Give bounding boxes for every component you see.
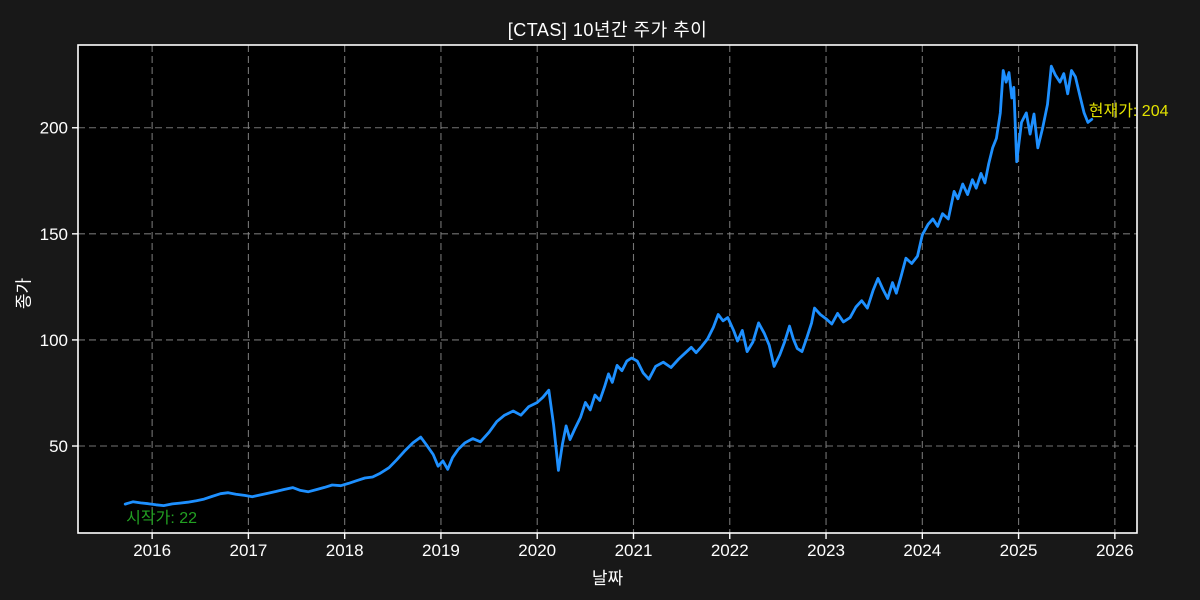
start-price-annotation: 시작가: 22 bbox=[126, 510, 198, 528]
x-tick-label: 2025 bbox=[1000, 541, 1038, 560]
price-line bbox=[123, 64, 1094, 508]
x-tick-label: 2016 bbox=[133, 541, 171, 560]
y-axis-label: 종가 bbox=[14, 277, 34, 310]
x-tick-label: 2023 bbox=[807, 541, 845, 560]
x-tick-label: 2024 bbox=[903, 541, 941, 560]
chart-title: [CTAS] 10년간 주가 추이 bbox=[507, 20, 708, 40]
axes-border bbox=[77, 44, 1138, 534]
y-tick-label: 200 bbox=[40, 119, 68, 138]
y-tick-label: 50 bbox=[49, 437, 68, 456]
x-tick-label: 2017 bbox=[229, 541, 267, 560]
y-tick-label: 150 bbox=[40, 225, 68, 244]
plot-background bbox=[78, 45, 1137, 533]
x-tick-label: 2019 bbox=[422, 541, 460, 560]
x-tick-label: 2021 bbox=[615, 541, 653, 560]
x-tick-label: 2018 bbox=[326, 541, 364, 560]
current-price-annotation: 현재가: 204 bbox=[1088, 103, 1169, 121]
x-tick-label: 2026 bbox=[1096, 541, 1134, 560]
y-tick-label: 100 bbox=[40, 331, 68, 350]
x-tick-label: 2020 bbox=[518, 541, 556, 560]
x-axis-label: 날짜 bbox=[591, 569, 624, 588]
x-tick-label: 2022 bbox=[711, 541, 749, 560]
